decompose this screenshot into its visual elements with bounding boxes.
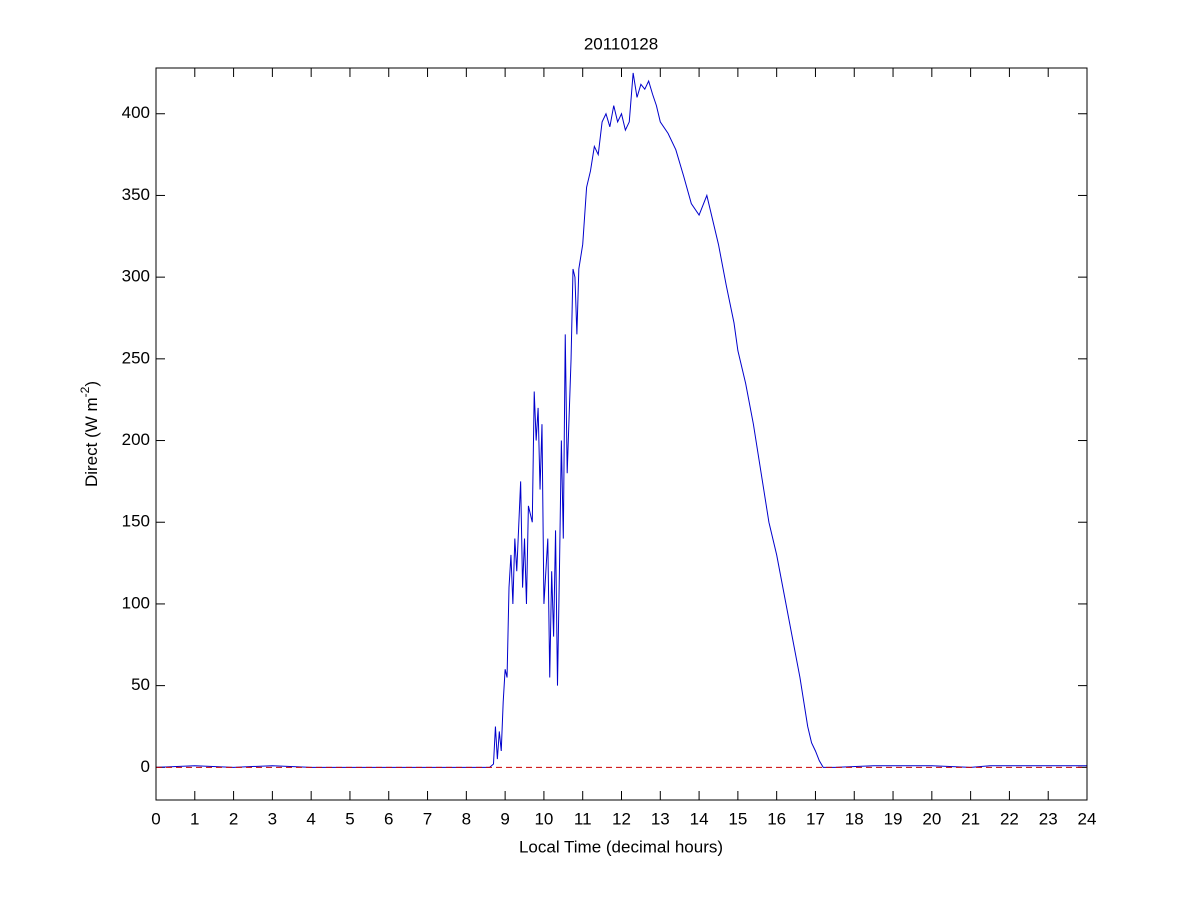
x-tick-label: 7	[423, 809, 432, 828]
y-tick-label: 150	[122, 512, 150, 531]
x-tick-label: 3	[268, 809, 277, 828]
x-tick-label: 19	[884, 809, 903, 828]
y-axis-label: Direct (W m-2)	[78, 381, 101, 487]
y-tick-label: 400	[122, 103, 150, 122]
y-label-text: Direct (W m	[82, 397, 101, 487]
y-tick-label: 200	[122, 430, 150, 449]
x-tick-label: 20	[922, 809, 941, 828]
x-tick-label: 8	[462, 809, 471, 828]
x-tick-label: 16	[767, 809, 786, 828]
x-tick-label: 2	[229, 809, 238, 828]
x-tick-label: 23	[1039, 809, 1058, 828]
plot-frame	[155, 67, 1088, 801]
x-tick-label: 0	[151, 809, 160, 828]
x-tick-label: 22	[1000, 809, 1019, 828]
y-tick-label: 350	[122, 185, 150, 204]
y-tick-label: 100	[122, 593, 150, 612]
y-tick-label: 250	[122, 348, 150, 367]
x-tick-label: 18	[845, 809, 864, 828]
x-tick-label: 1	[190, 809, 199, 828]
y-tick-label: 300	[122, 267, 150, 286]
x-tick-label: 14	[690, 809, 709, 828]
y-tick-label: 50	[131, 675, 150, 694]
x-tick-label: 12	[612, 809, 631, 828]
x-tick-label: 11	[574, 809, 592, 828]
x-tick-label: 13	[651, 809, 670, 828]
data-line	[155, 72, 1087, 768]
chart-title: 20110128	[584, 34, 658, 53]
x-tick-label: 5	[345, 809, 354, 828]
y-label-superscript: -2	[78, 386, 92, 397]
x-tick-label: 6	[384, 809, 393, 828]
x-tick-label: 4	[306, 809, 315, 828]
x-tick-label: 21	[961, 809, 980, 828]
x-tick-label: 9	[500, 809, 509, 828]
x-tick-label: 15	[728, 809, 747, 828]
x-axis-label: Local Time (decimal hours)	[519, 837, 723, 856]
y-tick-label: 0	[141, 757, 150, 776]
x-tick-label: 10	[534, 809, 553, 828]
y-label-suffix: )	[82, 381, 101, 387]
x-tick-label: 24	[1078, 809, 1097, 828]
x-tick-label: 17	[806, 809, 825, 828]
